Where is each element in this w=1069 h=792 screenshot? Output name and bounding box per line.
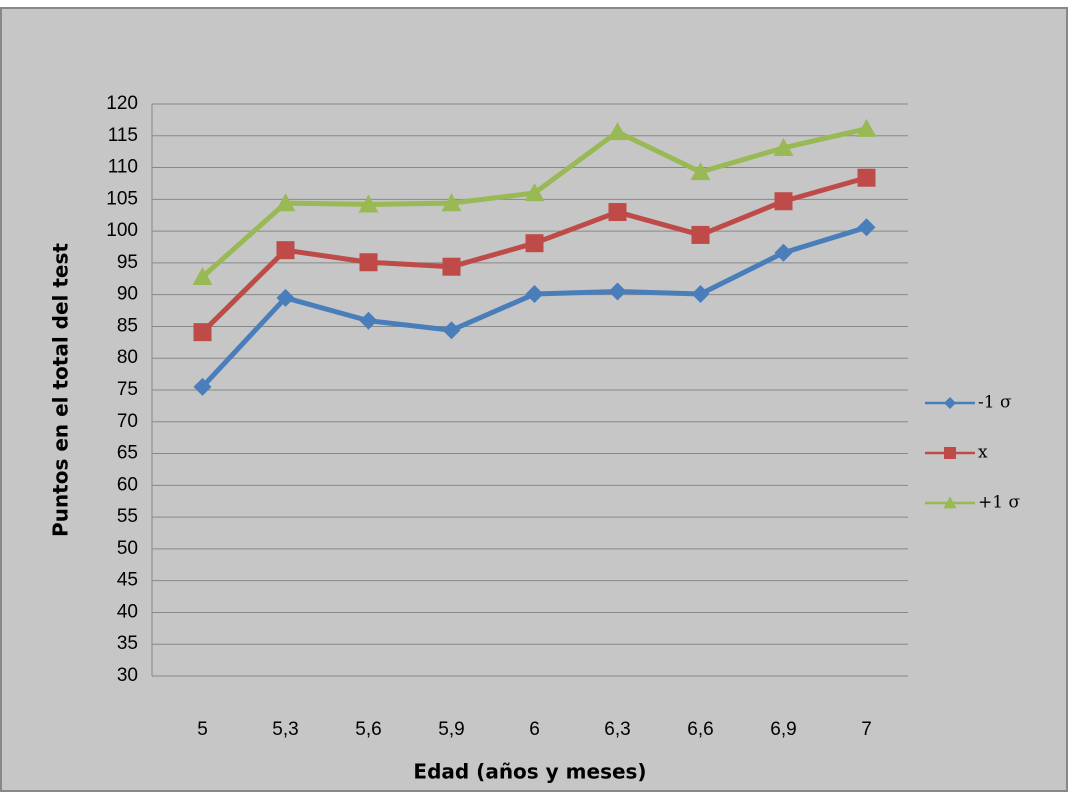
marker: [691, 225, 710, 244]
y-tick-label: 115: [108, 125, 138, 146]
marker: [275, 193, 296, 212]
y-tick-label: 35: [117, 633, 138, 654]
marker: [608, 203, 627, 222]
y-tick-label: 105: [106, 188, 138, 209]
chart-background: [0, 7, 1068, 792]
y-tick-label: 120: [106, 93, 138, 114]
legend-marker: [944, 447, 956, 459]
marker: [857, 168, 876, 187]
x-tick-label: 5,9: [438, 719, 464, 740]
marker: [525, 285, 544, 304]
legend-marker: [944, 397, 956, 409]
marker: [608, 282, 627, 301]
y-tick-label: 55: [117, 506, 138, 527]
y-tick-label: 100: [106, 220, 138, 241]
marker: [193, 377, 212, 396]
marker: [193, 323, 212, 342]
marker: [441, 193, 462, 212]
y-tick-label: 45: [117, 570, 138, 591]
x-tick-label: 5: [197, 719, 208, 740]
y-tick-label: 110: [108, 157, 138, 178]
x-tick-label: 6,6: [687, 719, 713, 740]
x-tick-label: 5,6: [355, 719, 381, 740]
y-tick-label: 40: [117, 601, 138, 622]
marker: [442, 257, 461, 276]
marker: [774, 243, 793, 262]
marker: [442, 321, 461, 340]
y-tick-label: 80: [117, 347, 138, 368]
marker: [276, 241, 295, 260]
y-axis-title: Puntos en el total del test: [49, 243, 73, 537]
marker: [690, 162, 711, 181]
y-tick-label: 90: [117, 284, 138, 305]
x-tick-label: 7: [861, 719, 872, 740]
marker: [856, 118, 877, 137]
x-tick-label: 6,9: [770, 719, 796, 740]
y-tick-label: 70: [117, 411, 138, 432]
y-tick-label: 95: [117, 252, 138, 273]
x-tick-label: 5,3: [272, 719, 298, 740]
y-tick-label: 30: [117, 665, 138, 686]
legend-marker: [943, 496, 957, 509]
y-tick-label: 60: [117, 474, 138, 495]
marker: [359, 311, 378, 330]
marker: [358, 194, 379, 213]
legend-label: x: [978, 443, 988, 463]
legend-label: -1 σ: [978, 393, 1012, 413]
y-tick-label: 75: [117, 379, 138, 400]
marker: [773, 137, 794, 156]
x-tick-label: 6: [529, 719, 540, 740]
marker: [276, 288, 295, 307]
y-tick-label: 65: [117, 443, 138, 464]
marker: [607, 122, 628, 141]
marker: [525, 234, 544, 253]
x-tick-label: 6,3: [604, 719, 630, 740]
y-tick-label: 50: [117, 538, 138, 559]
marker: [774, 192, 793, 211]
x-axis-title: Edad (años y meses): [413, 760, 646, 784]
marker: [192, 266, 213, 285]
marker: [524, 183, 545, 202]
marker: [691, 285, 710, 304]
y-tick-label: 85: [117, 315, 138, 336]
marker: [359, 253, 378, 272]
marker: [857, 218, 876, 237]
legend-label: +1 σ: [978, 493, 1020, 513]
